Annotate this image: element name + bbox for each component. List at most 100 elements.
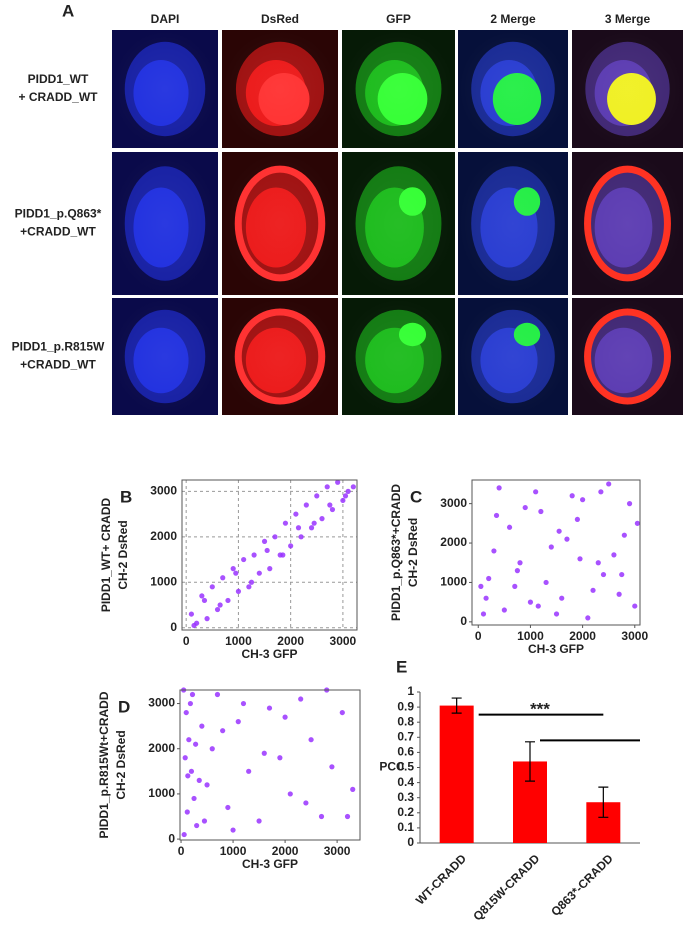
scatter-point <box>298 534 304 540</box>
scatter-point <box>264 547 270 554</box>
micrograph-glow <box>572 298 683 415</box>
row-label: PIDD1_p.Q863* <box>15 207 102 221</box>
scatter-point <box>585 615 591 621</box>
micrograph-glow <box>222 30 338 148</box>
error-bar <box>598 786 609 818</box>
micrograph-glow <box>458 152 568 295</box>
micrograph-glow <box>112 30 218 148</box>
scatter-point <box>308 525 315 531</box>
scatter-point <box>261 750 267 756</box>
y-tick-label: 0.7 <box>397 729 414 743</box>
scatter-point <box>342 493 349 499</box>
y-tick-label: 1000 <box>148 786 175 800</box>
scatter-point <box>611 552 617 558</box>
scatter-point <box>577 556 583 562</box>
x-tick-label: Q815W-CRADD <box>470 851 542 923</box>
column-header: 2 Merge <box>490 12 536 26</box>
micrograph-glow <box>342 30 455 148</box>
scatter-point <box>298 696 304 702</box>
x-tick-label: 3000 <box>621 629 648 643</box>
y-tick-label: 0.8 <box>397 714 414 728</box>
scatter-point <box>225 597 231 604</box>
micrograph <box>222 152 338 295</box>
scatter-point <box>548 544 554 550</box>
x-tick-label: 0 <box>178 844 185 858</box>
scatter-point <box>184 809 190 815</box>
scatter-point <box>230 566 236 572</box>
scatter-point <box>350 484 356 490</box>
x-tick-label: 1000 <box>517 629 544 643</box>
y-tick-label: 0 <box>460 614 467 628</box>
scatter-point <box>280 552 286 558</box>
scatter-point <box>522 504 528 511</box>
micrograph <box>342 152 455 295</box>
y-tick-label: 2000 <box>150 529 177 543</box>
scatter-point <box>595 560 601 566</box>
micrograph <box>572 298 683 415</box>
scatter-point <box>303 502 309 508</box>
scatter-point <box>201 818 208 824</box>
y-tick-label: 0.3 <box>397 790 414 804</box>
error-bar <box>451 697 462 714</box>
scatter-point <box>318 813 325 820</box>
x-tick-label: 3000 <box>330 634 357 648</box>
scatter-point <box>590 587 596 593</box>
scatter-point <box>246 584 252 590</box>
x-tick-label: 2000 <box>569 629 596 643</box>
scatter-point <box>201 597 208 604</box>
scatter-point <box>506 524 513 530</box>
scatter-point <box>256 818 262 824</box>
scatter-point <box>267 566 273 572</box>
y-axis-label: CH-2 DsRed <box>116 520 130 589</box>
scatter-point <box>248 579 255 585</box>
x-axis-label: CH-3 GFP <box>528 642 584 656</box>
y-axis-label: CH-2 DsRed <box>406 518 420 587</box>
micrograph <box>572 30 683 148</box>
scatter-point <box>235 719 241 725</box>
micrograph-glow <box>342 152 455 295</box>
scatter-point <box>282 714 288 720</box>
micrograph-glow <box>222 298 338 415</box>
scatter-point <box>491 548 497 554</box>
micrograph-glow <box>572 30 683 148</box>
micrograph-glow <box>112 298 218 415</box>
scatter-point <box>220 728 226 734</box>
column-header: 3 Merge <box>605 12 651 26</box>
scatter-point <box>553 611 560 617</box>
scatter-point <box>327 502 333 508</box>
scatter-point <box>214 691 221 698</box>
scatter-point <box>350 786 356 792</box>
scatter-point <box>261 538 268 544</box>
y-tick-label: 2000 <box>440 535 467 549</box>
scatter-point <box>335 479 341 485</box>
row-label: PIDD1_WT <box>28 72 89 86</box>
panel-label: E <box>396 657 407 676</box>
bar <box>439 705 474 843</box>
y-tick-label: 1000 <box>440 575 467 589</box>
scatter-point <box>538 508 544 515</box>
y-tick-label: 2000 <box>148 741 175 755</box>
y-axis-label: PIDD1_WT+ CRADD <box>99 498 113 613</box>
scatter-point <box>559 595 565 601</box>
scatter-point <box>574 516 580 523</box>
column-header: DsRed <box>261 12 299 26</box>
scatter-point <box>543 579 549 586</box>
scatter-point <box>181 831 187 838</box>
scatter-point <box>256 570 262 576</box>
y-tick-label: 3000 <box>440 496 467 510</box>
scatter-point <box>282 520 289 526</box>
micrograph <box>342 298 455 415</box>
y-tick-label: 1 <box>407 684 414 698</box>
y-tick-label: 0 <box>170 620 177 634</box>
y-axis-label: PCC <box>379 760 405 774</box>
scatter-point <box>230 827 236 833</box>
scatter-point <box>193 741 199 747</box>
y-tick-label: 0.6 <box>397 745 414 759</box>
panel-label: C <box>410 487 422 506</box>
scatter-point <box>311 520 317 526</box>
x-axis-label: CH-3 GFP <box>242 857 298 871</box>
x-tick-label: 2000 <box>277 634 304 648</box>
scatter-point <box>480 611 487 617</box>
scatter-point <box>619 571 625 578</box>
